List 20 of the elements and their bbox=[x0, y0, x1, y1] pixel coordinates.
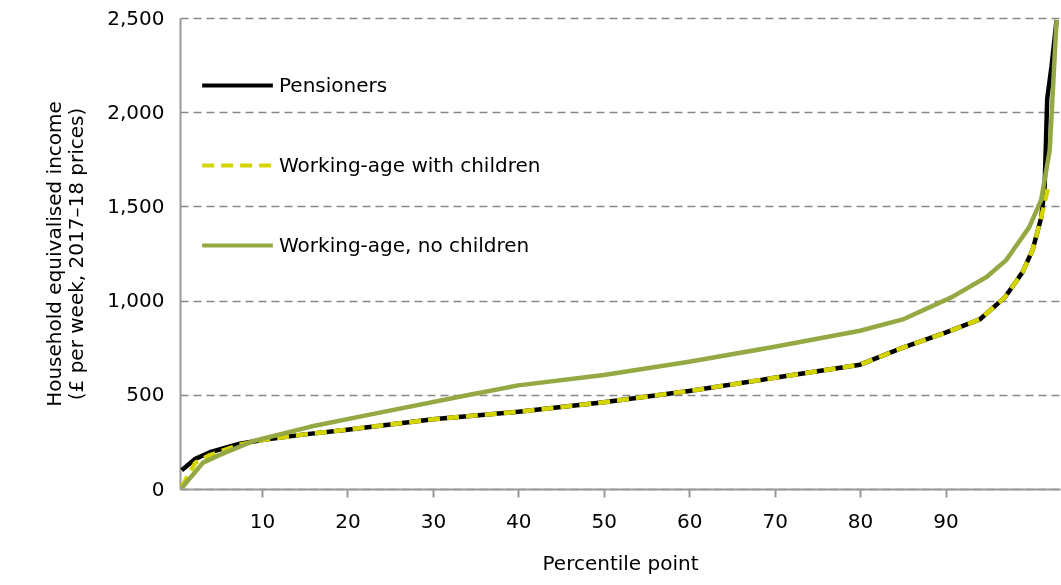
y-tick-label: 1,000 bbox=[107, 288, 165, 313]
x-tick-label: 50 bbox=[591, 508, 617, 533]
x-axis-title: Percentile point bbox=[542, 550, 699, 575]
x-tick-label: 30 bbox=[420, 508, 447, 533]
x-tick-label: 20 bbox=[335, 508, 361, 533]
legend-label: Working-age with children bbox=[279, 152, 541, 177]
y-tick-label: 1,500 bbox=[107, 193, 165, 218]
y-tick-label: 0 bbox=[151, 476, 165, 501]
y-axis-title: Household equivalised income (£ per week, 2017–18 prices) bbox=[42, 101, 89, 407]
legend-label: Pensioners bbox=[279, 72, 388, 97]
y-tick-label: 500 bbox=[126, 382, 165, 407]
x-tick-label: 80 bbox=[847, 508, 874, 533]
y-tick-label: 2,500 bbox=[107, 5, 165, 30]
x-tick-label: 90 bbox=[933, 508, 959, 533]
legend-label: Working-age, no children bbox=[279, 232, 530, 257]
x-tick-label: 10 bbox=[249, 508, 276, 533]
x-tick-label: 60 bbox=[676, 508, 703, 533]
x-tick-label: 40 bbox=[506, 508, 532, 533]
y-tick-label: 2,000 bbox=[107, 99, 165, 124]
x-tick-label: 70 bbox=[762, 508, 788, 533]
